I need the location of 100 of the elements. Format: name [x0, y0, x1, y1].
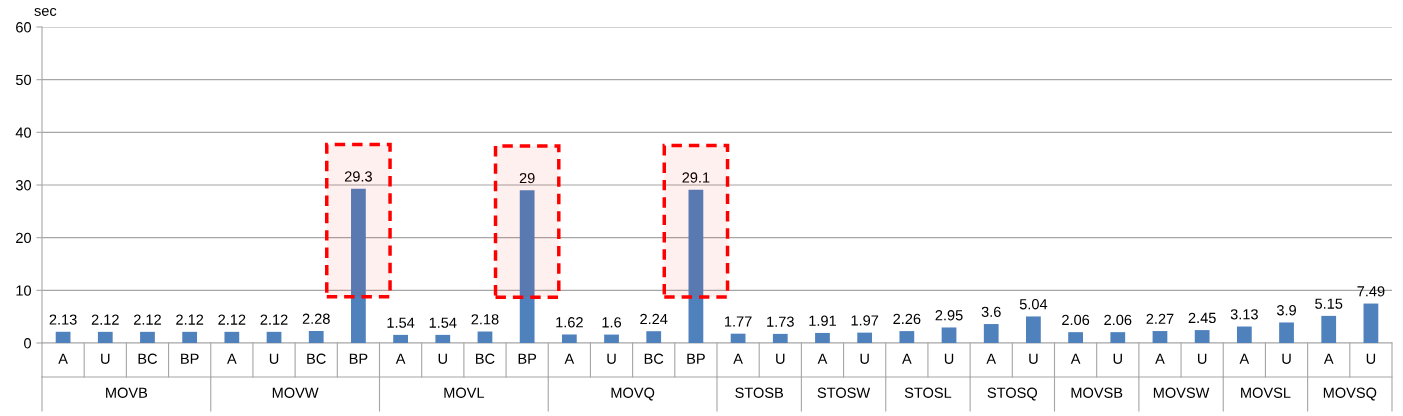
bar	[561, 334, 577, 343]
x-tick-label: A	[58, 353, 68, 364]
text: MOVSW	[1153, 387, 1210, 398]
text: STOSB	[735, 387, 784, 398]
bar	[688, 189, 704, 343]
data-label: 2.45	[1188, 312, 1216, 324]
bar	[983, 324, 999, 343]
bar	[1363, 303, 1379, 343]
bar	[899, 331, 915, 343]
data-label: 29	[519, 172, 535, 184]
text: MOVL	[444, 387, 485, 398]
x-tick-label: BP	[349, 353, 368, 364]
data-label: 1.73	[767, 316, 794, 327]
x-tick-label: U	[438, 353, 447, 364]
bar	[97, 331, 113, 343]
bar	[646, 331, 662, 343]
y-tick-label: 60	[16, 22, 32, 33]
bar	[1194, 330, 1210, 343]
bar	[1321, 315, 1337, 343]
x-tick-label: A	[1155, 353, 1165, 364]
text: STOSQ	[987, 387, 1038, 401]
data-label: 1.54	[429, 317, 457, 328]
data-label: 2.13	[49, 314, 77, 325]
x-tick-label: U	[1198, 353, 1207, 364]
x-tick-label: A	[817, 353, 828, 364]
data-label: 5.15	[1315, 298, 1343, 309]
x-tick-label: BC	[138, 353, 158, 364]
x-tick-label: U	[860, 353, 869, 364]
data-label: 2.06	[1104, 314, 1132, 326]
x-tick-label: U	[944, 353, 954, 364]
text: STOSW	[817, 387, 871, 398]
data-label: 1.62	[556, 317, 583, 328]
data-label: 2.12	[218, 314, 246, 325]
x-tick-label: U	[1366, 353, 1376, 364]
bar	[55, 331, 71, 343]
x-tick-label: A	[564, 353, 575, 364]
data-label: 3.9	[1276, 305, 1296, 316]
bar	[477, 331, 493, 343]
bar	[772, 333, 788, 343]
data-label: 1.91	[809, 315, 836, 326]
data-label: 2.27	[1146, 313, 1174, 324]
data-label: 7.49	[1357, 286, 1385, 297]
x-tick-label: U	[1282, 353, 1291, 364]
y-tick-label: 0	[24, 338, 32, 349]
x-tick-label: A	[902, 353, 912, 364]
text: MOVQ	[611, 387, 655, 401]
x-tick-label: A	[986, 353, 997, 364]
bar	[1152, 331, 1168, 343]
data-label: 2.28	[302, 313, 330, 324]
bar	[435, 334, 451, 343]
data-label: 2.06	[1062, 314, 1090, 326]
x-tick-label: BC	[644, 353, 664, 364]
data-label: 1.6	[602, 317, 622, 328]
x-tick-label: BP	[181, 353, 199, 364]
x-tick-label: A	[1070, 353, 1081, 364]
x-tick-label: U	[607, 353, 616, 364]
bar	[182, 331, 198, 343]
x-tick-label: A	[395, 353, 406, 364]
y-tick-label: 10	[16, 285, 32, 296]
bar	[140, 331, 155, 343]
text: MOVW	[272, 387, 319, 398]
data-label: 29.3	[344, 171, 372, 182]
data-label: 1.54	[387, 317, 415, 328]
data-label: 3.6	[981, 306, 1001, 317]
bar	[351, 188, 366, 343]
y-tick-label: 20	[16, 232, 32, 244]
bar	[1279, 322, 1294, 343]
bar	[1026, 316, 1041, 343]
bar	[815, 332, 830, 343]
data-label: 2.18	[471, 314, 499, 325]
x-tick-label: BP	[518, 353, 537, 364]
x-tick-label: A	[1323, 353, 1334, 364]
data-label: 1.97	[851, 315, 879, 326]
text: MOVB	[106, 387, 148, 398]
bar	[857, 332, 873, 343]
x-tick-label: A	[227, 353, 237, 364]
bar	[1236, 326, 1252, 343]
data-label: 2.24	[640, 313, 668, 325]
bar	[519, 190, 535, 343]
data-label: 2.12	[260, 314, 288, 325]
bar	[393, 334, 408, 343]
data-label: 1.77	[725, 316, 752, 327]
bar	[604, 334, 619, 343]
x-tick-label: BP	[687, 353, 705, 364]
data-label: 3.13	[1230, 309, 1258, 320]
bar	[266, 331, 282, 343]
x-tick-label: U	[269, 353, 279, 364]
bar	[1068, 332, 1083, 343]
x-tick-label: BC	[476, 353, 495, 364]
data-label: 2.26	[893, 313, 921, 325]
data-label: 2.12	[176, 314, 204, 325]
y-axis-title: sec	[34, 7, 57, 16]
text: MOVSB	[1071, 387, 1123, 398]
y-tick-label: 30	[15, 180, 32, 191]
bar	[224, 331, 240, 343]
y-tick-label: 40	[15, 127, 32, 138]
bar	[730, 333, 746, 343]
y-tick-label: 50	[15, 74, 32, 86]
x-tick-label: U	[1029, 353, 1038, 364]
bar	[308, 330, 324, 343]
